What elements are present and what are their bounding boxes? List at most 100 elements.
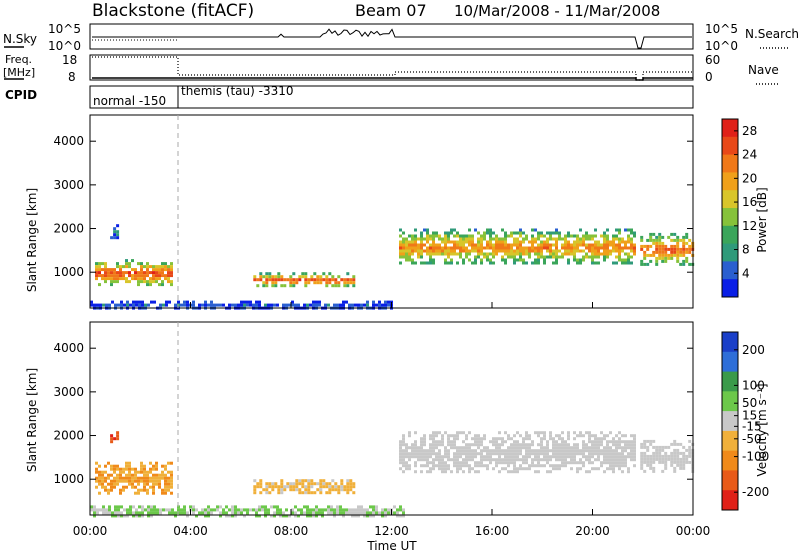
echo-cell-r3 [606, 252, 609, 256]
echo-cell-r2 [289, 275, 293, 279]
echo-cell-r3 [444, 231, 447, 235]
echo-cell-r4 [640, 238, 644, 242]
echo-cell-r5 [147, 508, 150, 512]
echo-cell-r3 [435, 440, 438, 444]
echo-cell-r3 [618, 246, 621, 250]
echo-cell-r5 [267, 511, 270, 515]
echo-cell-r3 [615, 261, 618, 265]
echo-cell-r5 [399, 505, 402, 509]
echo-cell-r3 [480, 261, 483, 265]
echo-cell-r5 [225, 514, 228, 518]
echo-cell-r3 [432, 431, 435, 435]
velocity-y-label: Slant Range [km] [25, 368, 39, 472]
echo-cell-r3 [465, 240, 468, 244]
echo-cell-r3 [453, 249, 456, 253]
echo-cell-r4 [676, 238, 680, 242]
echo-cell-r5 [264, 303, 267, 307]
echo-cell-r0 [137, 280, 140, 284]
echo-cell-r0 [149, 265, 152, 269]
echo-cell-r3 [480, 443, 483, 447]
echo-cell-r0 [101, 482, 104, 486]
echo-cell-r3 [456, 446, 459, 450]
echo-cell-r3 [624, 252, 627, 256]
echo-cell-r5 [141, 508, 144, 512]
echo-cell-r3 [624, 440, 627, 444]
echo-cell-r0 [98, 271, 101, 275]
echo-cell-r4 [658, 253, 662, 257]
echo-cell-r3 [405, 258, 408, 262]
echo-cell-r3 [528, 249, 531, 253]
colorbar-segment [722, 243, 738, 262]
echo-cell-r3 [414, 449, 417, 453]
echo-cell-r3 [402, 237, 405, 241]
echo-cell-r3 [549, 246, 552, 250]
echo-cell-r5 [216, 508, 219, 512]
echo-cell-r3 [600, 437, 603, 441]
echo-cell-r5 [369, 505, 372, 509]
echo-cell-r3 [492, 237, 495, 241]
echo-cell-r0 [152, 280, 155, 284]
echo-cell-r3 [513, 231, 516, 235]
echo-cell-r3 [534, 240, 537, 244]
echo-cell-r4 [676, 247, 680, 251]
echo-cell-r3 [414, 249, 417, 253]
echo-cell-r3 [606, 467, 609, 471]
echo-cell-r3 [501, 237, 504, 241]
echo-cell-r0 [122, 265, 125, 269]
echo-cell-r3 [516, 252, 519, 256]
echo-cell-r2 [259, 275, 263, 279]
echo-cell-r2 [283, 278, 287, 282]
echo-cell-r0 [125, 461, 128, 465]
echo-cell-r0 [128, 470, 131, 474]
echo-cell-r3 [447, 440, 450, 444]
echo-cell-r3 [462, 470, 465, 474]
echo-cell-r3 [546, 231, 549, 235]
echo-cell-r3 [438, 234, 441, 238]
echo-cell-r3 [546, 237, 549, 241]
echo-cell-r0 [128, 464, 131, 468]
echo-cell-r3 [564, 240, 567, 244]
echo-cell-r3 [504, 252, 507, 256]
echo-cell-r3 [510, 437, 513, 441]
echo-cell-r3 [549, 458, 552, 462]
echo-cell-r3 [567, 452, 570, 456]
echo-cell-r3 [510, 231, 513, 235]
echo-cell-r3 [441, 437, 444, 441]
echo-cell-r3 [420, 240, 423, 244]
echo-cell-r3 [555, 231, 558, 235]
echo-cell-r5 [159, 508, 162, 512]
echo-cell-r3 [612, 437, 615, 441]
echo-cell-r3 [459, 455, 462, 459]
echo-cell-r3 [621, 458, 624, 462]
echo-cell-r3 [579, 467, 582, 471]
echo-cell-r3 [474, 443, 477, 447]
echo-cell-r3 [615, 434, 618, 438]
echo-cell-r0 [170, 485, 173, 489]
echo-cell-r2 [265, 482, 269, 486]
echo-cell-r2 [304, 272, 308, 276]
echo-cell-r3 [435, 243, 438, 247]
echo-cell-r0 [140, 277, 143, 281]
echo-cell-r3 [603, 234, 606, 238]
echo-cell-r3 [585, 231, 588, 235]
echo-cell-r5 [327, 511, 330, 515]
echo-cell-r5 [312, 300, 315, 304]
echo-cell-r3 [498, 443, 501, 447]
echo-cell-r4 [658, 250, 662, 254]
echo-cell-r3 [450, 470, 453, 474]
echo-cell-r3 [492, 467, 495, 471]
echo-cell-r2 [346, 284, 350, 288]
echo-cell-r5 [273, 511, 276, 515]
echo-cell-r3 [408, 458, 411, 462]
echo-cell-r3 [612, 461, 615, 465]
echo-cell-r3 [411, 258, 414, 262]
echo-cell-r0 [113, 485, 116, 489]
echo-cell-r5 [114, 514, 117, 518]
echo-cell-r2 [316, 275, 320, 279]
echo-cell-r3 [462, 452, 465, 456]
echo-cell-r3 [585, 470, 588, 474]
echo-cell-r3 [528, 255, 531, 259]
echo-cell-r2 [295, 278, 299, 282]
echo-cell-r3 [483, 252, 486, 256]
freq-label-line2: [MHz] [3, 66, 35, 79]
